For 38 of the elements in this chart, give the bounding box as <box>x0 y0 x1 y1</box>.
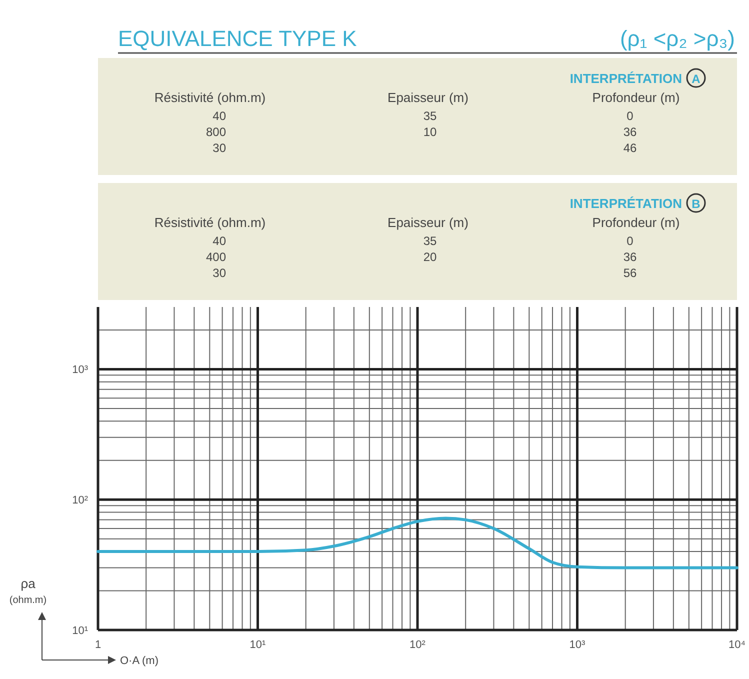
chart-subtitle: (ρ₁ <ρ₂ >ρ₃) <box>620 26 735 51</box>
text: Profondeur (m) <box>592 215 680 230</box>
text: 35 <box>423 234 437 248</box>
x-tick-label: 10² <box>410 639 426 651</box>
y-tick-label: 10¹ <box>72 625 88 637</box>
x-tick-label: 10⁴ <box>728 639 746 651</box>
text: Profondeur (m) <box>592 90 680 105</box>
x-tick-label: 10³ <box>569 639 586 651</box>
text: 56 <box>623 266 637 280</box>
text: 800 <box>206 125 226 139</box>
text: 35 <box>423 109 437 123</box>
text: A <box>692 72 701 86</box>
text: 0 <box>626 234 634 248</box>
text: INTERPRÉTATION <box>570 71 682 86</box>
text: 40 <box>212 109 226 123</box>
x-tick-label: 10¹ <box>250 639 266 651</box>
text: Epaisseur (m) <box>388 90 468 105</box>
y-tick-label: 10² <box>72 494 88 507</box>
text: 0 <box>626 109 634 123</box>
text: 40 <box>212 234 226 248</box>
text: 400 <box>206 250 226 264</box>
y-axis-title: ρa (ohm.m) <box>9 576 47 606</box>
x-axis-title: O·A (m) <box>120 655 158 667</box>
text: Résistivité (ohm.m) <box>154 90 266 105</box>
text: 30 <box>212 266 226 280</box>
text: 10 <box>423 125 437 139</box>
text: 46 <box>623 141 637 155</box>
text: 36 <box>623 125 637 139</box>
text: 30 <box>212 141 226 155</box>
text: Epaisseur (m) <box>388 215 468 230</box>
text: INTERPRÉTATION <box>570 196 682 211</box>
x-tick-label: 1 <box>94 639 102 651</box>
y-tick-label: 10³ <box>72 364 88 376</box>
text: 20 <box>423 250 437 264</box>
text: Résistivité (ohm.m) <box>154 215 266 230</box>
text: B <box>692 197 701 211</box>
chart-title: EQUIVALENCE TYPE K <box>118 26 358 51</box>
text: 36 <box>623 250 637 264</box>
